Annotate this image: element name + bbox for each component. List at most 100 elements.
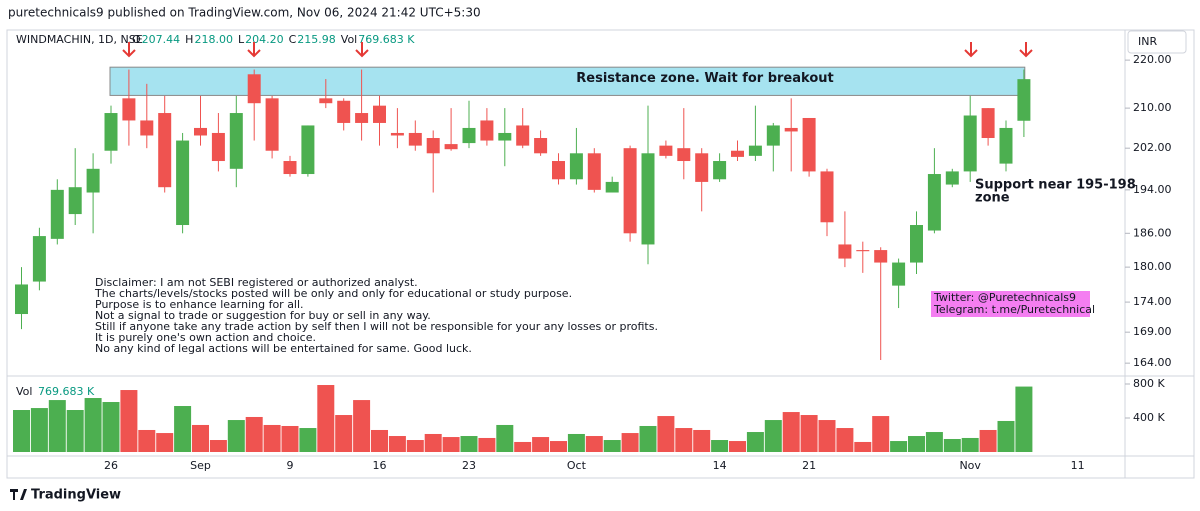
volume-bar (102, 402, 120, 452)
volume-bar (979, 429, 997, 452)
candle-body (659, 145, 673, 156)
candle-body (140, 120, 154, 136)
x-tick-label: Sep (190, 459, 211, 472)
candle-body (713, 161, 727, 180)
volume-bar (890, 441, 908, 452)
candle-body (50, 189, 64, 239)
candle-body (892, 262, 906, 286)
legend-key: C (289, 33, 297, 46)
volume-bar (227, 420, 245, 452)
candle-body (32, 236, 46, 282)
x-tick-label: Oct (567, 459, 587, 472)
volume-legend-value: 769.683 K (38, 385, 95, 398)
disclaimer-line: Not a signal to trade or suggestion for … (95, 309, 431, 322)
candle-body (695, 153, 709, 182)
candle-body (355, 113, 369, 123)
volume-bar (1015, 386, 1033, 452)
legend-key: H (185, 33, 193, 46)
arrows (122, 42, 1033, 58)
candle-body (963, 115, 977, 172)
volume-bar (514, 441, 532, 452)
legend-key: Vol (341, 33, 357, 46)
header: puretechnicals9 published on TradingView… (8, 6, 481, 20)
candle-body (301, 125, 315, 175)
candle-body (856, 250, 870, 252)
volume-bar (138, 429, 156, 452)
volume-bar (800, 415, 818, 452)
disclaimer-line: Still if anyone take any trade action by… (95, 320, 658, 333)
disclaimer: Disclaimer: I am not SEBI registered or … (94, 276, 658, 355)
candle-body (480, 120, 494, 141)
disclaimer-line: Disclaimer: I am not SEBI registered or … (95, 276, 418, 289)
candle-body (265, 98, 279, 151)
volume-bar (460, 436, 478, 452)
volume-bar (782, 412, 800, 452)
volume-bar (120, 390, 138, 452)
disclaimer-line: It is purely one's own action and choice… (95, 331, 316, 344)
volume-bar (406, 440, 424, 452)
volume-bar (997, 420, 1015, 452)
footer: TradingView (31, 488, 121, 503)
x-tick-label: 16 (373, 459, 387, 472)
x-tick-label: 11 (1071, 459, 1085, 472)
candle-body (1017, 79, 1031, 121)
volume-bar (66, 410, 84, 452)
volume-bar (209, 440, 227, 452)
candle-body (766, 125, 780, 146)
candle-body (802, 117, 816, 172)
candle-body (838, 244, 852, 259)
volume-bar (729, 441, 746, 452)
volume-bar (603, 440, 621, 452)
volume-bar (192, 424, 209, 452)
volume-bar (174, 406, 192, 452)
arrow (247, 42, 261, 58)
candle-body (731, 150, 744, 157)
volume-bar (711, 440, 729, 452)
volume-bar (621, 433, 639, 452)
candle-body (498, 132, 512, 141)
volume-bar (746, 432, 764, 452)
candle-body (122, 98, 136, 121)
candle-body (68, 187, 82, 215)
candle-body (462, 127, 476, 144)
volume-bar (943, 438, 961, 452)
candle-body (623, 148, 637, 234)
currency: INR (1138, 35, 1157, 48)
x-tick-label: Nov (959, 459, 981, 472)
volume-bar (13, 410, 30, 452)
candle-body (569, 153, 583, 180)
volume-bar (764, 420, 782, 452)
candle-body (516, 125, 530, 146)
arrow (964, 42, 978, 58)
disclaimer-line: No any kind of legal actions will be ent… (95, 342, 472, 355)
disclaimer-line: Purpose is to enhance learning for all. (95, 298, 304, 311)
volume-bar (496, 424, 514, 452)
chart-frame (6, 29, 1195, 479)
volume-bar (424, 433, 442, 452)
x-tick-label: 21 (802, 459, 816, 472)
volume-bar (872, 416, 890, 452)
volume-bar (30, 408, 48, 452)
candle-body (641, 153, 655, 245)
y-tick-label: 186.00 (1133, 226, 1172, 239)
y-tick-label: 180.00 (1133, 260, 1172, 273)
volume-bar (908, 436, 925, 452)
volume-legend-key: Vol (16, 385, 32, 398)
volume-bar (478, 437, 496, 452)
volume-bar (353, 400, 371, 452)
volume-bar (585, 436, 603, 452)
volume-bar (299, 428, 317, 452)
candle-body (534, 138, 548, 154)
disclaimer-line: The charts/levels/stocks posted will be … (94, 287, 572, 300)
y-tick-label: 400 K (1133, 411, 1165, 424)
y-tick-label: 194.00 (1133, 183, 1172, 196)
y-tick-label: 210.00 (1133, 101, 1172, 114)
volume-bar (281, 425, 299, 452)
resistance-label: Resistance zone. Wait for breakout (576, 71, 833, 86)
candle-body (390, 132, 404, 136)
candle-body (426, 138, 440, 154)
symbol: WINDMACHIN, 1D, NSE (16, 33, 143, 46)
volume-bar (818, 420, 836, 452)
volume-bar (532, 437, 550, 452)
legend-value: 204.20 (245, 33, 284, 46)
